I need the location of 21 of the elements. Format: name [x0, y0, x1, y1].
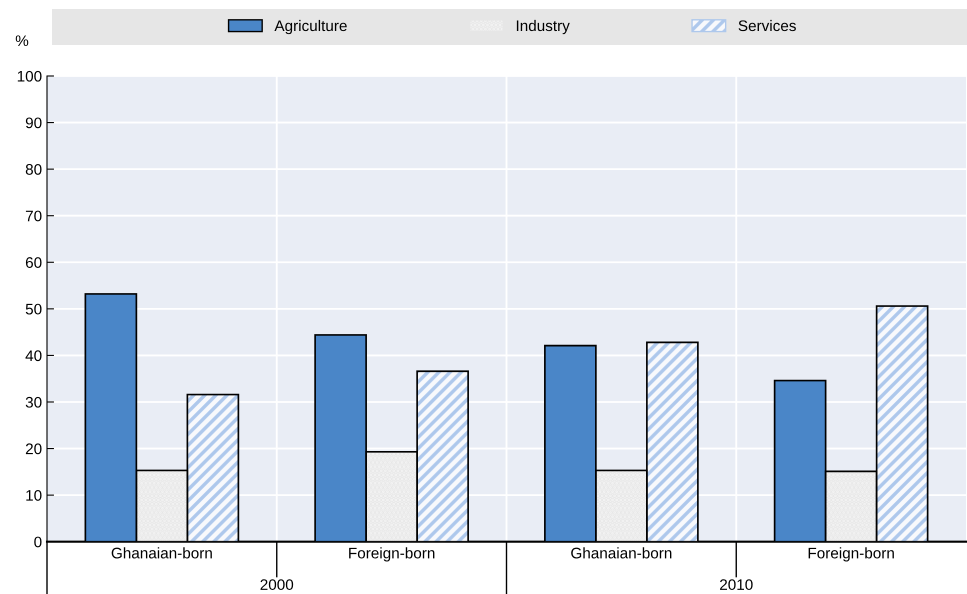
x-tick-label: Foreign-born [808, 547, 894, 562]
legend-label: Services [738, 20, 796, 32]
y-tick-label: 10 [26, 490, 42, 501]
y-tick-label: 70 [26, 210, 42, 222]
y-tick-label: 100 [18, 70, 42, 82]
x-tick-label: Ghanaian-born [112, 547, 212, 558]
y-tick-label: 20 [26, 443, 42, 454]
legend-label: Industry [516, 20, 570, 34]
y-axis-title: % [16, 35, 28, 46]
y-tick-label: 80 [26, 164, 42, 175]
text: 2010 [720, 579, 753, 590]
y-tick-label: 90 [26, 117, 42, 128]
text: 2000 [260, 579, 294, 590]
legend-label: Agriculture [274, 20, 347, 34]
y-tick-label: 40 [26, 350, 42, 362]
y-tick-label: 50 [26, 304, 42, 315]
y-tick-label: 60 [26, 257, 42, 268]
x-tick-label: Ghanaian-born [571, 547, 672, 558]
y-tick-label: 30 [26, 396, 42, 408]
x-tick-label: Foreign-born [349, 547, 434, 562]
y-tick-label: 0 [34, 536, 42, 548]
